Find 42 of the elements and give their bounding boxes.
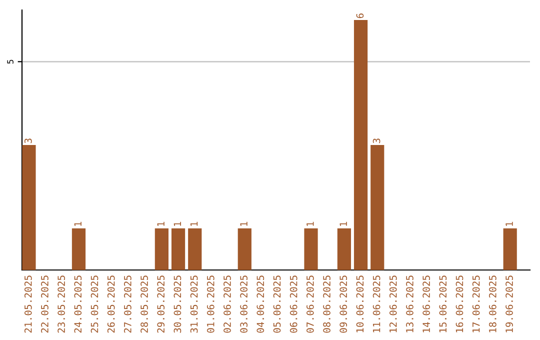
x-tick-label: 15.06.2025 (439, 276, 447, 332)
x-tick-label: 01.06.2025 (206, 276, 214, 333)
data-label: 1 (190, 222, 198, 226)
data-label: 3 (372, 138, 380, 144)
x-tick-label: 27.05.2025 (124, 276, 132, 333)
x-tick-label: 24.05.2025 (74, 276, 82, 333)
x-tick-label: 11.06.2025 (372, 276, 380, 332)
x-tick-label: 02.06.2025 (224, 276, 231, 333)
data-label: 1 (506, 222, 513, 226)
x-tick-label: 13.06.2025 (406, 276, 414, 332)
data-label: 6 (356, 14, 364, 18)
x-tick-label: 18.06.2025 (488, 276, 496, 332)
x-tick-label: 05.06.2025 (273, 276, 281, 333)
x-tick-label: 31.05.2025 (190, 276, 198, 333)
x-tick-label: 08.06.2025 (323, 276, 330, 333)
data-label: 1 (174, 222, 181, 226)
x-tick-label: 14.06.2025 (422, 276, 430, 332)
x-tick-label: 06.06.2025 (290, 276, 298, 333)
x-tick-label: 30.05.2025 (174, 276, 182, 333)
x-tick-label: 22.05.2025 (41, 276, 48, 333)
data-label: 1 (306, 222, 314, 226)
x-tick-label: 17.06.2025 (472, 276, 480, 332)
x-tick-label: 09.06.2025 (340, 276, 348, 333)
x-tick-label: 29.05.2025 (157, 276, 165, 333)
x-tick-label: 04.06.2025 (256, 276, 264, 333)
data-label: 3 (24, 138, 32, 144)
x-tick-label: 12.06.2025 (389, 276, 397, 332)
x-tick-label: 19.06.2025 (506, 276, 513, 332)
x-tick-label: 03.06.2025 (240, 276, 248, 333)
x-tick-label: 10.06.2025 (356, 276, 364, 332)
y-tick-label: 5 (7, 60, 14, 64)
x-tick-label: 25.05.2025 (90, 276, 98, 333)
x-tick-label: 07.06.2025 (306, 276, 314, 333)
x-tick-label: 23.05.2025 (58, 276, 65, 333)
data-label: 1 (74, 222, 82, 226)
data-label: 1 (340, 222, 347, 226)
x-tick-label: 21.05.2025 (24, 276, 32, 333)
data-label: 1 (157, 222, 164, 226)
data-label: 1 (240, 222, 248, 226)
x-tick-label: 28.05.2025 (140, 276, 148, 333)
x-tick-label: 16.06.2025 (456, 276, 464, 332)
x-tick-label: 26.05.2025 (107, 276, 115, 333)
